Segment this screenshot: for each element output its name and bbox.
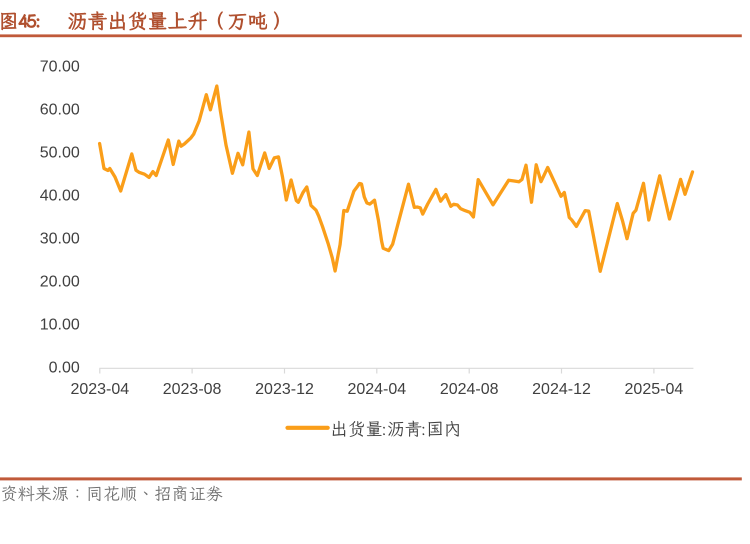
svg-text:2023-12: 2023-12	[255, 381, 314, 398]
svg-text:2023-08: 2023-08	[163, 381, 222, 398]
svg-text:30.00: 30.00	[40, 231, 80, 248]
svg-text:70.00: 70.00	[40, 59, 80, 76]
svg-text:40.00: 40.00	[40, 188, 80, 205]
svg-text:0.00: 0.00	[49, 360, 80, 377]
svg-text:60.00: 60.00	[40, 102, 80, 119]
svg-text:10.00: 10.00	[40, 317, 80, 334]
svg-text:20.00: 20.00	[40, 274, 80, 291]
svg-text:2024-12: 2024-12	[532, 381, 591, 398]
svg-text:50.00: 50.00	[40, 145, 80, 162]
svg-text:2023-04: 2023-04	[70, 381, 129, 398]
svg-text:2024-08: 2024-08	[440, 381, 499, 398]
svg-text:2024-04: 2024-04	[347, 381, 406, 398]
svg-text:2025-04: 2025-04	[625, 381, 684, 398]
